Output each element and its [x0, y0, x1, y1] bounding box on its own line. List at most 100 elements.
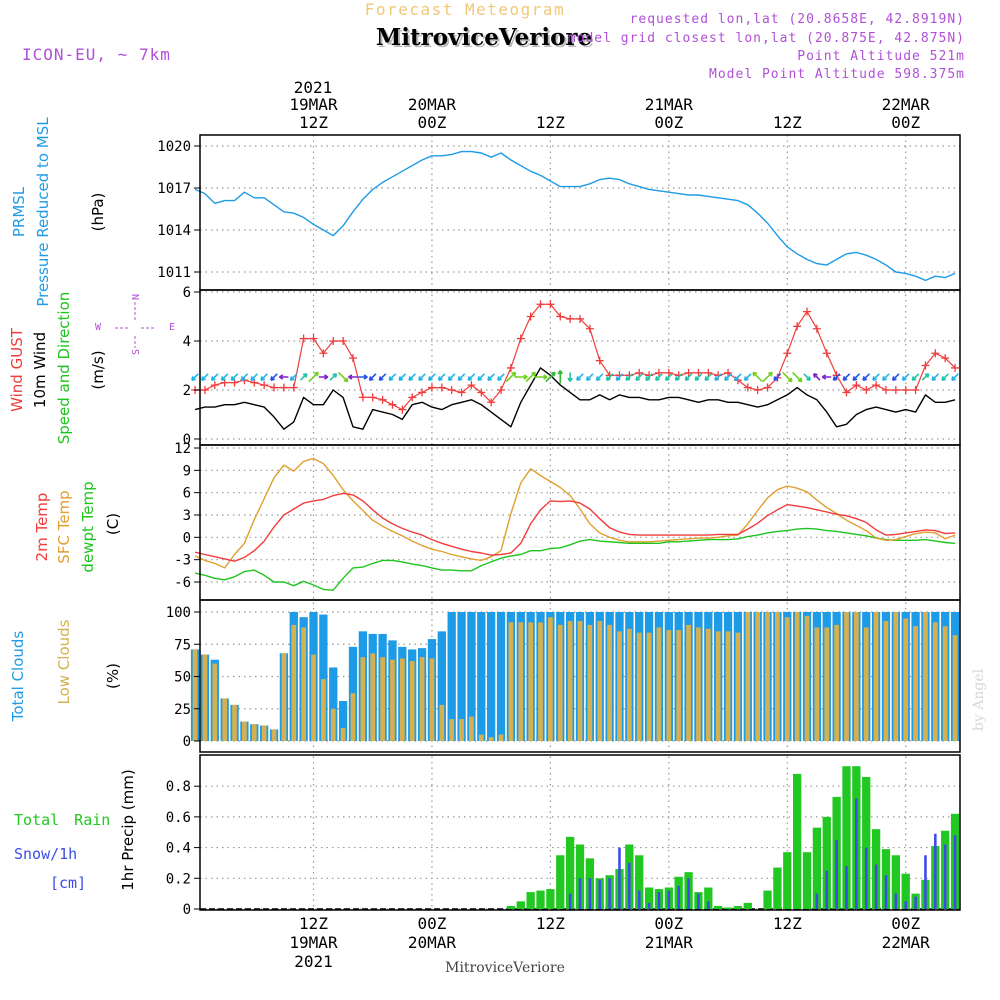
top-hour-label-4: 12Z [773, 113, 802, 132]
low-cloud-bar-33 [518, 622, 524, 741]
low-cloud-bar-7 [261, 725, 267, 741]
bottom-date-label-5: 22MAR [882, 933, 931, 952]
wind-unit: (m/s) [89, 350, 107, 389]
low-cloud-bar-1 [202, 654, 208, 741]
wind-dir-arrow-37 [557, 370, 564, 384]
rain-bar-56 [743, 902, 752, 909]
rain-bar-64 [822, 816, 831, 909]
wind-gust-point-62 [803, 307, 812, 316]
low-cloud-bar-67 [853, 612, 859, 741]
compass-w: W [95, 322, 102, 333]
wind-dir-arrow-49 [674, 373, 683, 381]
low-cloud-bar-45 [636, 632, 642, 741]
clouds-low-label: Low Clouds [55, 619, 73, 704]
snow-bar-51 [697, 893, 700, 909]
bottom-hour-label-1: 00Z [417, 914, 446, 933]
wind-gust-point-24 [427, 383, 436, 392]
wind-gust-point-51 [694, 368, 703, 377]
wind-dir-arrow-60 [782, 371, 793, 383]
frame-layer [194, 134, 961, 911]
snow-bar-42 [608, 878, 611, 909]
low-cloud-bar-35 [538, 622, 543, 741]
rain-bar-55 [733, 905, 743, 909]
wind-ytick-label-2: 4 [183, 334, 191, 350]
low-cloud-bar-9 [281, 653, 287, 741]
low-cloud-bar-52 [705, 628, 711, 741]
low-cloud-bar-58 [765, 612, 770, 741]
low-cloud-bar-18 [370, 653, 376, 741]
wind-gust-point-10 [289, 383, 298, 392]
snow-bar-47 [657, 892, 661, 909]
wind-dir-arrow-72 [901, 373, 910, 381]
precip-rain-label: Total Rain [14, 811, 110, 829]
prmsl-line [194, 150, 956, 282]
wind-dir-arrow-55 [733, 373, 742, 381]
snow-bar-49 [677, 885, 680, 909]
rain-bar-68 [862, 776, 871, 909]
temp-2m-label: 2m Temp [33, 493, 51, 562]
low-cloud-bar-61 [794, 612, 800, 741]
wind-gust-point-23 [418, 388, 427, 397]
wind-dir-arrow-11 [299, 373, 308, 381]
low-cloud-bar-28 [469, 716, 474, 741]
wind-dir-arrow-40 [585, 373, 594, 381]
wind-dir-arrow-67 [852, 373, 861, 381]
low-cloud-bar-6 [251, 724, 257, 741]
wind-gust-point-12 [309, 334, 318, 343]
snow-bar-46 [647, 902, 651, 909]
temp-sfc-label: SFC Temp [55, 490, 73, 563]
wind-gust-label: Wind GUST [8, 327, 26, 412]
wind-dir-arrow-43 [615, 373, 624, 381]
wind-gust-point-18 [368, 393, 377, 402]
temp-ytick-label-1: -3 [174, 553, 191, 569]
low-cloud-bar-23 [419, 657, 425, 741]
snow-bar-38 [568, 893, 572, 909]
rain-bar-66 [842, 766, 851, 909]
low-cloud-bar-14 [330, 708, 336, 741]
wind-dir-arrow-54 [724, 373, 732, 381]
wind-dir-label: Speed and Direction [55, 292, 73, 445]
total-cloud-bar-28 [467, 612, 476, 741]
rain-bar-52 [704, 887, 713, 909]
total-cloud-bar-30 [487, 612, 496, 741]
snow-bar-65 [835, 839, 838, 909]
wind-dir-arrow-31 [497, 373, 505, 381]
wind-dir-arrow-14 [329, 373, 338, 381]
low-cloud-bar-16 [350, 693, 356, 741]
low-cloud-bar-32 [508, 622, 514, 741]
low-cloud-bar-51 [696, 627, 701, 741]
snow-bar-70 [884, 875, 888, 909]
low-cloud-bar-40 [587, 624, 593, 741]
wind-gust-point-1 [200, 386, 209, 394]
precip-ytick-label-1: 0.2 [166, 871, 191, 887]
bottom-hour-label-5: 00Z [891, 914, 920, 933]
wind-dir-arrow-2 [210, 373, 219, 381]
low-cloud-bar-49 [676, 630, 682, 741]
closest-coords: model grid closest lon,lat (20.875E, 42.… [568, 31, 965, 46]
wind-dir-arrow-3 [220, 373, 229, 381]
snow-bar-45 [637, 890, 641, 909]
snow-bar-69 [874, 864, 878, 909]
low-cloud-bar-20 [390, 659, 395, 741]
wind-gust-point-56 [743, 383, 752, 392]
temp-ytick-label-4: 6 [183, 486, 191, 502]
wind-dir-arrow-35 [534, 374, 548, 380]
wind-gust-point-16 [348, 354, 357, 363]
wind-gust-point-71 [891, 386, 900, 394]
rain-bar-62 [802, 852, 812, 909]
low-cloud-bar-25 [439, 704, 445, 741]
snow-bar-73 [914, 896, 917, 909]
wind-dir-arrow-21 [398, 373, 407, 381]
wind-dir-arrow-46 [645, 373, 653, 381]
total-cloud-bar-29 [477, 612, 486, 741]
requested-coords: requested lon,lat (20.8658E, 42.8919N) [630, 12, 965, 27]
low-cloud-bar-70 [883, 621, 889, 741]
wind-gust-point-28 [467, 381, 476, 390]
compass-e: E [169, 322, 175, 333]
total-cloud-bar-31 [496, 612, 506, 741]
wind-dir-arrow-61 [791, 371, 803, 383]
low-cloud-bar-74 [923, 612, 928, 741]
clouds-total-label: Total Clouds [9, 631, 27, 723]
snow-bar-72 [904, 901, 907, 909]
